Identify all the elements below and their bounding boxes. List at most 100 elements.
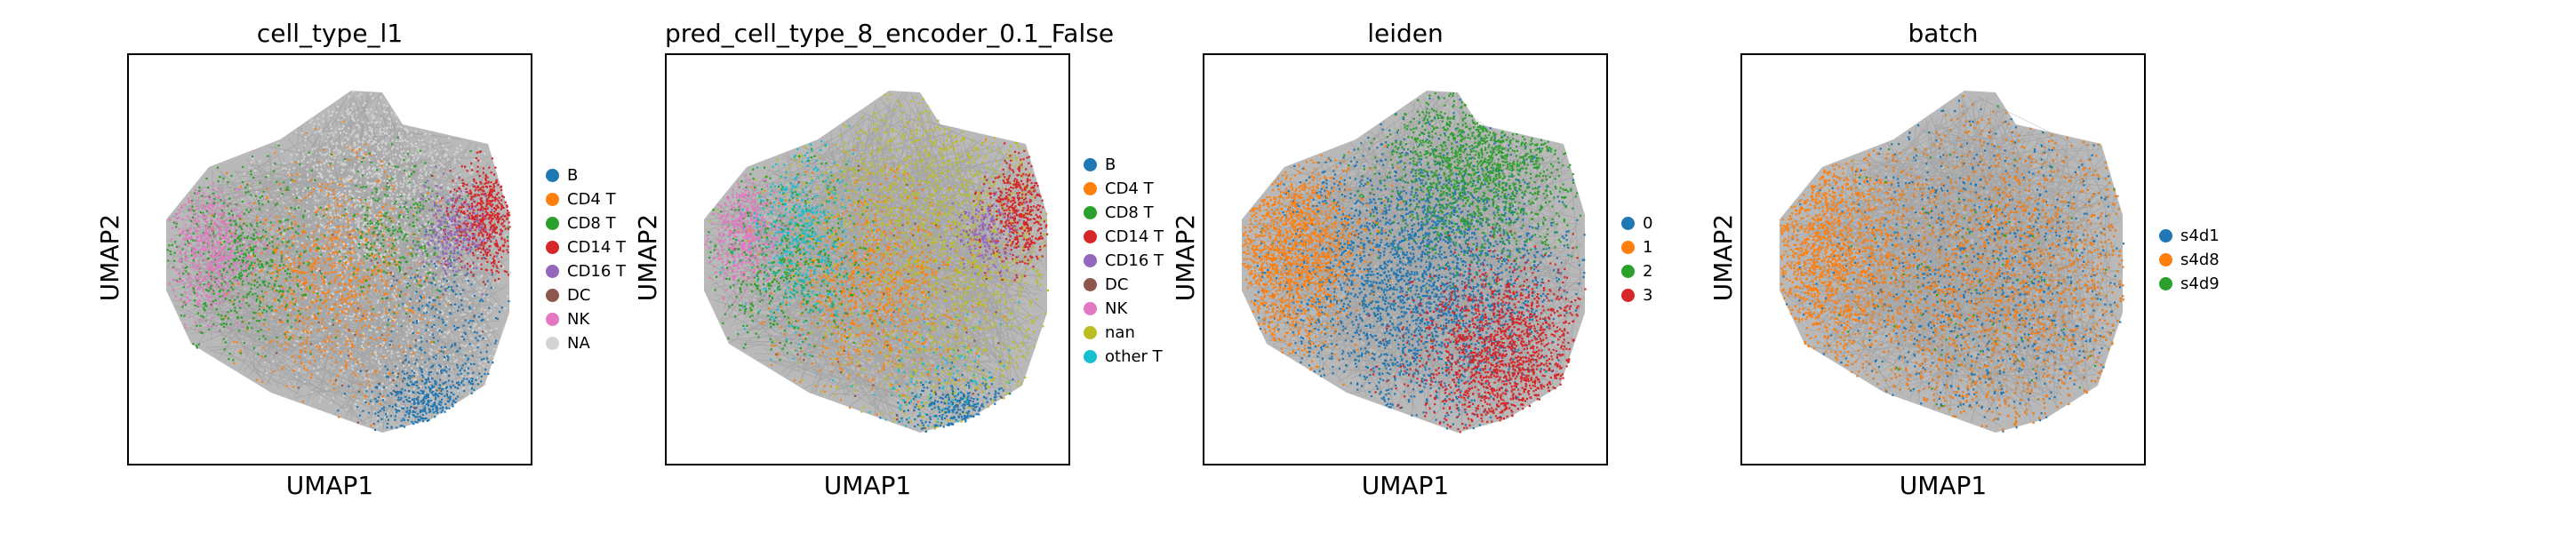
y-axis-label: UMAP2 [1171,209,1201,306]
legend-label: other T [1105,347,1163,366]
y-axis-label: UMAP2 [95,209,125,306]
series-1 [1242,145,1403,386]
legend-marker [546,265,559,278]
series-3 [1367,227,1587,434]
legend-marker [1084,230,1097,243]
legend-label: 0 [1643,214,1652,233]
plot-area [1203,53,1608,465]
legend-marker [1084,182,1097,195]
umap-panel-leiden: leiden UMAP1 UMAP2 0 1 2 3 [1076,0,1698,533]
legend-label: nan [1105,323,1135,342]
legend-item: B [544,163,626,187]
legend-marker [1084,206,1097,219]
legend-label: CD8 T [567,214,616,233]
series-nk [704,174,804,304]
legend-marker [1084,158,1097,171]
legend-marker [546,337,559,350]
y-axis-label: UMAP2 [633,209,663,306]
series-b [879,361,1014,433]
umap-panel-cell-type: cell_type_l1 UMAP1 UMAP2 B CD4 T CD8 T CD14… [0,0,626,533]
series-s4d9 [1838,105,2116,408]
legend-label: NK [567,310,589,329]
series-na [204,91,512,428]
umap-panel-pred-cell-type: pred_cell_type_8_encoder_0.1_False UMAP1… [538,0,1164,533]
legend-label: s4d1 [2180,227,2220,245]
legend-item: CD16 T [1082,249,1164,273]
legend-label: CD14 T [567,238,626,257]
legend-item: CD8 T [1082,201,1164,225]
legend: 0 1 2 3 [1620,211,1652,307]
legend-item: CD4 T [1082,177,1164,201]
legend-marker [1084,302,1097,315]
series-cd16-t [393,165,504,296]
legend-marker [2159,229,2172,243]
legend-marker [2159,253,2172,266]
legend-marker [1084,350,1097,363]
legend: B CD4 T CD8 T CD14 T CD16 T DC NK NA [544,163,626,355]
series-cd8-t [166,136,509,362]
legend-label: CD4 T [567,190,616,209]
legend-marker [546,217,559,230]
legend-item: B [1082,153,1164,177]
series-dc [733,164,1004,429]
legend-label: CD16 T [567,262,626,281]
legend-item: CD14 T [1082,225,1164,249]
legend-label: DC [1105,275,1128,294]
legend-label: CD4 T [1105,179,1154,198]
legend-label: B [567,166,578,185]
legend-item: nan [1082,321,1164,345]
legend-item: 0 [1620,211,1652,235]
legend-marker [1084,278,1097,291]
legend-label: NK [1105,299,1127,318]
plot-area [665,53,1070,465]
panel-title: cell_type_l1 [127,16,532,52]
legend-marker [1621,289,1635,302]
legend-label: 1 [1643,238,1652,257]
legend-item: CD14 T [544,235,626,259]
legend: s4d1 s4d8 s4d9 [2157,224,2220,296]
legend-item: DC [1082,273,1164,297]
legend-label: s4d8 [2180,251,2220,269]
legend-label: s4d9 [2180,274,2220,293]
legend-marker [546,241,559,254]
legend-marker [546,289,559,302]
legend-label: B [1105,155,1116,174]
legend-item: NA [544,331,626,355]
series-cd14-t [972,142,1049,282]
series-s4d8 [1780,95,2124,431]
panel-title: leiden [1203,16,1608,52]
legend-item: DC [544,283,626,307]
plot-area [127,53,532,465]
legend-item: s4d1 [2157,224,2220,248]
legend-marker [1084,326,1097,339]
legend-marker [1621,217,1635,230]
umap-scatter [704,91,1050,433]
legend-label: 3 [1643,286,1652,305]
umap-scatter [165,91,512,433]
series-cd16-t [940,189,1027,277]
legend-label: CD16 T [1105,251,1164,270]
plot-area [1740,53,2146,465]
series-2 [1332,91,1582,298]
legend-label: DC [567,286,590,305]
series-nk [167,182,284,333]
series-b [337,230,510,431]
legend-item: 3 [1620,283,1652,307]
legend-item: CD4 T [544,187,626,211]
y-axis-label: UMAP2 [1708,209,1739,306]
x-axis-label: UMAP1 [127,471,532,501]
legend-item: other T [1082,345,1164,369]
series-cd4-t [209,120,457,427]
knn-graph-edges [704,91,1047,433]
legend-marker [546,313,559,326]
umap-scatter [1780,91,2125,433]
series-dc [208,182,499,426]
legend-item: NK [544,307,626,331]
legend: B CD4 T CD8 T CD14 T CD16 T DC NK nan other T [1082,153,1164,369]
legend-marker [1621,241,1635,254]
legend-marker [1084,254,1097,267]
legend-marker [2159,277,2172,290]
legend-item: CD16 T [544,259,626,283]
series-other-t [719,124,1020,427]
legend-marker [1621,265,1635,278]
